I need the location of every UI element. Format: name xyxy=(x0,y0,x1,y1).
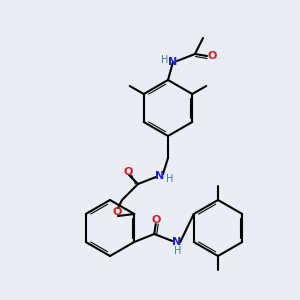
Text: O: O xyxy=(207,51,217,61)
Text: N: N xyxy=(168,57,178,67)
Text: H: H xyxy=(161,55,169,65)
Text: O: O xyxy=(112,207,122,217)
Text: H: H xyxy=(166,174,174,184)
Text: O: O xyxy=(123,167,133,177)
Text: H: H xyxy=(174,246,181,256)
Text: O: O xyxy=(152,215,161,225)
Text: N: N xyxy=(172,237,181,247)
Text: N: N xyxy=(155,171,165,181)
